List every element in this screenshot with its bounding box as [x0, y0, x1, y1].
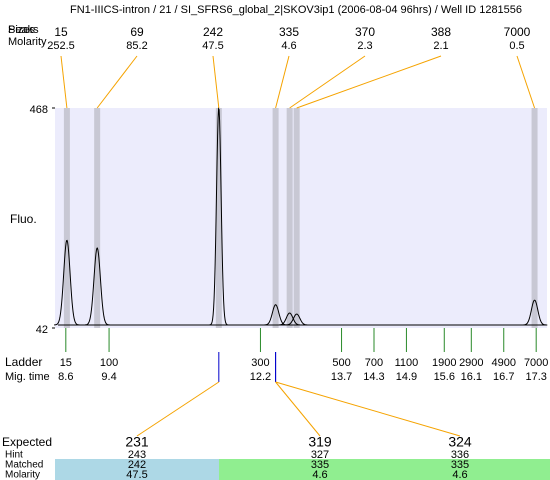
ladder-time: 14.9 — [396, 371, 417, 383]
leader-line — [212, 55, 220, 109]
ladder-time: 9.4 — [101, 371, 116, 383]
matched-bg — [219, 459, 550, 480]
peak-molarity: 0.5 — [509, 40, 524, 52]
leader-line — [275, 55, 290, 109]
row-label: Peaks — [8, 24, 39, 36]
peak-size: 242 — [203, 25, 223, 39]
match-leader — [136, 381, 220, 437]
ladder-size: 15 — [60, 357, 72, 369]
mig-time-label: Mig. time — [5, 371, 50, 383]
row-label: Molarity — [8, 36, 47, 48]
table-row-label: Molarity — [5, 470, 40, 480]
matched-size: 335 — [451, 459, 469, 471]
ladder-size: 500 — [332, 357, 350, 369]
ladder-size: 1900 — [432, 357, 456, 369]
table-row-label: Expected — [2, 435, 52, 449]
expected-size: 319 — [308, 434, 332, 450]
peak-band — [94, 108, 101, 328]
expected-size: 231 — [125, 434, 149, 450]
table-row-label: Matched — [5, 460, 43, 471]
expected-size: 324 — [448, 434, 472, 450]
hint-size: 336 — [451, 449, 469, 461]
peak — [209, 106, 228, 326]
ladder-size: 1100 — [395, 357, 419, 369]
peak-size: 388 — [431, 25, 451, 39]
row-label: Sizes — [8, 24, 35, 36]
peak-band — [293, 108, 300, 328]
peak-molarity: 252.5 — [47, 40, 75, 52]
ladder-time: 13.7 — [331, 371, 352, 383]
plot-area — [55, 108, 547, 328]
ladder-time: 15.6 — [434, 371, 455, 383]
ladder-size: 2900 — [459, 357, 483, 369]
ladder-time: 14.3 — [363, 371, 384, 383]
peak-band — [272, 108, 279, 328]
peak-size: 370 — [355, 25, 375, 39]
peak-band — [63, 108, 70, 328]
ladder-time: 12.2 — [250, 371, 271, 383]
peak — [54, 239, 80, 326]
ladder-size: 700 — [365, 357, 383, 369]
peak-size: 15 — [54, 25, 68, 39]
leader-line — [289, 55, 366, 109]
table-row-label: Hint — [5, 450, 23, 461]
peak — [283, 313, 310, 326]
peak-molarity: 47.5 — [202, 40, 223, 52]
peak — [521, 299, 548, 326]
match-leader — [275, 381, 461, 437]
ladder-time: 16.1 — [461, 371, 482, 383]
matched-molarity: 4.6 — [312, 469, 327, 480]
peak-molarity: 2.3 — [357, 40, 372, 52]
peak-band — [531, 108, 538, 328]
peak — [276, 312, 303, 326]
hint-size: 243 — [128, 449, 146, 461]
title: FN1-IIICS-intron / 21 / SI_SFRS6_global_… — [70, 4, 522, 16]
matched-bg — [55, 459, 219, 480]
y-tick-label: 468 — [30, 104, 48, 116]
leader-line — [296, 55, 442, 109]
peak — [262, 304, 289, 326]
peak-size: 7000 — [504, 25, 531, 39]
ladder-size: 4900 — [492, 357, 516, 369]
ladder-size: 7000 — [524, 357, 548, 369]
ladder-size: 300 — [251, 357, 269, 369]
matched-size: 335 — [311, 459, 329, 471]
peak-band — [215, 108, 222, 328]
leader-line — [60, 55, 68, 109]
peak-molarity: 4.6 — [281, 40, 296, 52]
ladder-time: 16.7 — [493, 371, 514, 383]
ladder-time: 17.3 — [525, 371, 546, 383]
peak-molarity: 85.2 — [126, 40, 147, 52]
peak — [84, 247, 110, 326]
y-axis-label: Fluo. — [10, 212, 37, 226]
matched-molarity: 47.5 — [126, 469, 147, 480]
matched-size: 242 — [128, 459, 146, 471]
leader-line — [96, 55, 138, 109]
hint-size: 327 — [311, 449, 329, 461]
matched-molarity: 4.6 — [452, 469, 467, 480]
peak-molarity: 2.1 — [433, 40, 448, 52]
peak-band — [286, 108, 293, 328]
y-tick-label: 42 — [36, 324, 48, 336]
peak-size: 335 — [279, 25, 299, 39]
ladder-label: Ladder — [5, 355, 42, 369]
leader-line — [516, 55, 536, 109]
match-leader — [275, 381, 321, 437]
peak-size: 69 — [130, 25, 144, 39]
ladder-time: 8.6 — [58, 371, 73, 383]
ladder-size: 100 — [100, 357, 118, 369]
